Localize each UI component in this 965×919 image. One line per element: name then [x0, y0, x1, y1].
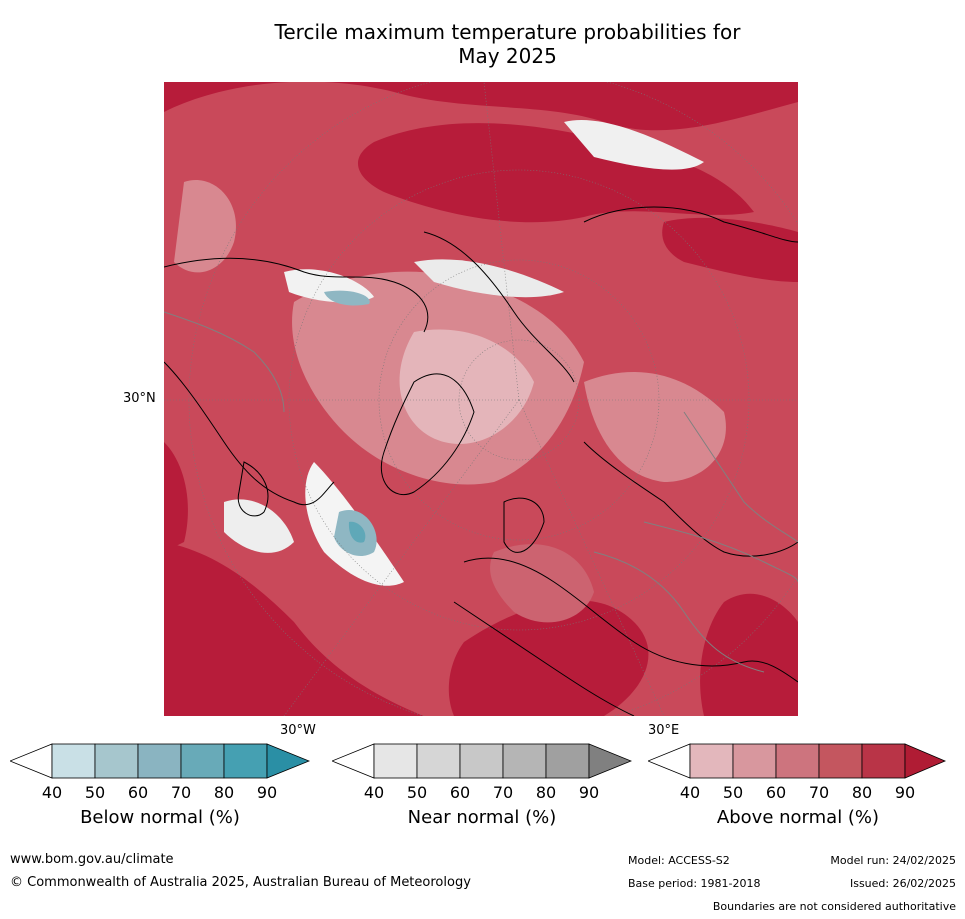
graticule	[164, 82, 798, 716]
above-cbar-seg-2	[732, 743, 777, 779]
colorbar-near-svg	[332, 743, 632, 779]
boundaries-disclaimer: Boundaries are not considered authoritat…	[712, 900, 956, 913]
map-svg	[164, 82, 798, 716]
website-link[interactable]: www.bom.gov.au/climate	[10, 852, 174, 867]
model-name: Model: ACCESS-S2	[628, 854, 730, 867]
above-tick-50: 50	[722, 783, 744, 802]
above-90-regions	[164, 82, 798, 716]
near-tick-70: 70	[492, 783, 514, 802]
near-tick-40: 40	[363, 783, 385, 802]
below-tick-60: 60	[127, 783, 149, 802]
above-normal-label: Above normal (%)	[716, 807, 880, 828]
above-cbar-seg-0	[648, 743, 691, 779]
below-cbar-seg-6	[266, 743, 310, 779]
near-tick-80: 80	[535, 783, 557, 802]
model-run-date: Model run: 24/02/2025	[830, 854, 956, 867]
issued-date: Issued: 26/02/2025	[849, 877, 956, 890]
near-cbar-seg-1	[373, 743, 418, 779]
probability-map	[164, 82, 798, 716]
above-cbar-seg-6	[904, 743, 947, 779]
above-cbar-seg-3	[775, 743, 820, 779]
near-normal-regions	[224, 120, 704, 586]
below-cbar-seg-0	[10, 743, 53, 779]
colorbar-near-normal: 40 50 60 70 80 90 Near normal (%)	[332, 743, 632, 843]
near-cbar-seg-2	[416, 743, 461, 779]
below-tick-50: 50	[84, 783, 106, 802]
colorbar-above-svg	[648, 743, 947, 779]
above-cbar-seg-5	[861, 743, 906, 779]
near-tick-60: 60	[449, 783, 471, 802]
near-cbar-seg-6	[588, 743, 632, 779]
below-cbar-seg-3	[137, 743, 182, 779]
above-tick-80: 80	[851, 783, 873, 802]
longitude-label-west: 30°W	[280, 723, 316, 738]
colorbar-below-svg	[10, 743, 310, 779]
near-tick-50: 50	[406, 783, 428, 802]
above-tick-90: 90	[894, 783, 916, 802]
title-line-2: May 2025	[458, 44, 557, 68]
above-cbar-seg-4	[818, 743, 863, 779]
coastlines	[164, 206, 798, 716]
longitude-label-east: 30°E	[648, 723, 680, 738]
chart-title: Tercile maximum temperature probabilitie…	[160, 20, 855, 68]
below-tick-40: 40	[41, 783, 63, 802]
near-cbar-seg-5	[545, 743, 590, 779]
below-cbar-seg-2	[94, 743, 139, 779]
country-borders	[164, 311, 798, 673]
above-tick-60: 60	[765, 783, 787, 802]
below-normal-label: Below normal (%)	[80, 807, 240, 828]
below-normal-regions	[324, 290, 377, 557]
near-cbar-seg-0	[332, 743, 375, 779]
below-tick-70: 70	[170, 783, 192, 802]
above-tick-40: 40	[679, 783, 701, 802]
below-tick-90: 90	[256, 783, 278, 802]
colorbar-above-normal: 40 50 60 70 80 90 Above normal (%)	[648, 743, 948, 843]
title-line-1: Tercile maximum temperature probabilitie…	[274, 20, 741, 44]
above-tick-70: 70	[808, 783, 830, 802]
below-cbar-seg-5	[223, 743, 268, 779]
below-cbar-seg-4	[180, 743, 225, 779]
near-normal-label: Near normal (%)	[407, 807, 557, 828]
base-period: Base period: 1981-2018	[628, 877, 761, 890]
near-cbar-seg-3	[459, 743, 504, 779]
near-cbar-seg-4	[502, 743, 547, 779]
below-cbar-seg-1	[51, 743, 96, 779]
below-tick-80: 80	[213, 783, 235, 802]
near-tick-90: 90	[578, 783, 600, 802]
colorbar-below-normal: 40 50 60 70 80 90 Below normal (%)	[10, 743, 310, 843]
copyright-notice: © Commonwealth of Australia 2025, Austra…	[10, 875, 471, 890]
above-cbar-seg-1	[689, 743, 734, 779]
latitude-label: 30°N	[123, 391, 156, 406]
